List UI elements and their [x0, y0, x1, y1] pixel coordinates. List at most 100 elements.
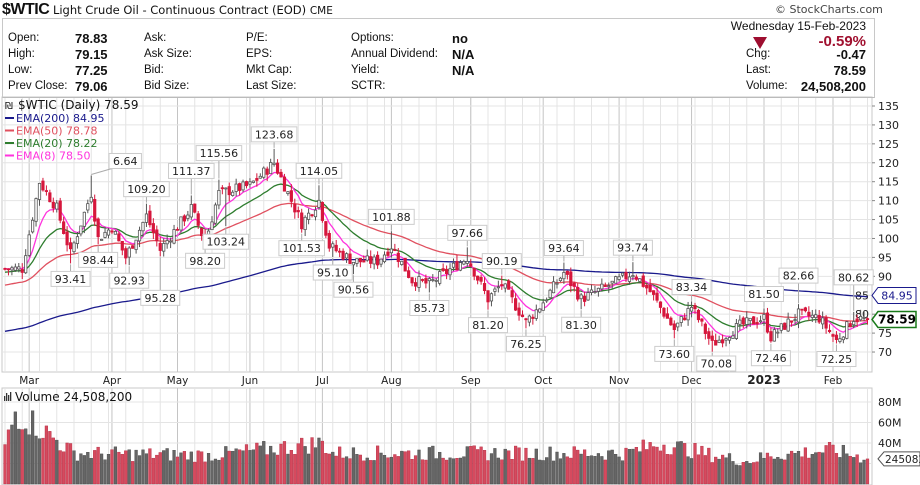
candle-body [617, 276, 621, 280]
candle-body [131, 245, 135, 249]
volume-bar [237, 449, 242, 485]
annotation-box [654, 345, 695, 362]
candle-body [427, 278, 431, 282]
volume-icon [4, 392, 12, 401]
y-tick-label: 115 [878, 176, 899, 189]
x-tick-label: Dec [681, 375, 702, 387]
volume-bar [765, 452, 770, 485]
candle-body [531, 316, 535, 319]
price-annotation: 98.20 [185, 246, 226, 269]
candle-body [144, 213, 149, 223]
candle-body [752, 316, 756, 325]
candle-body [127, 247, 131, 258]
candle-body [272, 162, 276, 165]
candle-body [783, 322, 787, 330]
candle-body [524, 318, 528, 321]
candle-body [275, 162, 280, 174]
candle-body [362, 260, 366, 263]
volume-bar [455, 457, 459, 485]
volume-bar [738, 465, 742, 485]
volume-bar [648, 442, 652, 485]
volume-bar [810, 454, 814, 485]
volume-bar [721, 454, 725, 485]
candle-body [551, 281, 556, 294]
candle-body [679, 316, 683, 323]
volume-bar [403, 451, 407, 485]
volume-bar [541, 460, 545, 485]
candle-body [458, 262, 463, 271]
volume-bar [465, 446, 469, 485]
annotation-box [816, 351, 857, 368]
candle-body [700, 318, 704, 322]
volume-bar [620, 460, 625, 485]
volume-bar [141, 449, 145, 485]
volume-bar [134, 449, 138, 485]
candle-body [255, 178, 259, 181]
price-annotation: 93.41 [50, 264, 91, 287]
annotation-box [50, 270, 91, 287]
volume-bars [3, 410, 870, 485]
candle-body [758, 320, 763, 323]
candle-body [596, 287, 601, 292]
candle-body [434, 279, 438, 282]
x-tick-label: Jun [241, 375, 258, 387]
y-tick-label: 130 [878, 119, 899, 132]
volume-bar [555, 451, 559, 485]
candle-body [444, 268, 449, 275]
candle-body [17, 266, 21, 270]
volume-bar [24, 428, 28, 485]
volume-bar [231, 450, 235, 485]
volume-bar [148, 448, 152, 485]
stockcharts-copyright[interactable]: © StockCharts.com [775, 3, 883, 16]
volume-bar [714, 456, 718, 485]
volume-bar [586, 456, 590, 485]
annotation-pointer [91, 168, 113, 175]
field-value: N/A [452, 47, 475, 62]
volume-bar [507, 450, 511, 485]
volume-bar [807, 457, 811, 485]
volume-bar [689, 458, 694, 485]
volume-bar [427, 447, 431, 485]
candle-body [734, 323, 739, 339]
price-annotation: 115.56 [195, 145, 243, 179]
volume-bar [365, 457, 369, 485]
candle-body [403, 257, 407, 272]
annotation-box [108, 152, 142, 169]
candle-body [358, 257, 362, 263]
volume-bar [224, 446, 228, 485]
volume-bar [210, 460, 214, 485]
candle-body [407, 270, 411, 278]
volume-bar [182, 451, 186, 485]
field-label: Bid: [144, 64, 164, 76]
candle-body [683, 317, 687, 321]
x-tick-label: 2023 [747, 373, 780, 387]
legend-ema50: EMA(50) 78.78 [16, 125, 98, 138]
volume-bar [441, 457, 445, 485]
candle-body [555, 282, 559, 285]
candle-body [545, 299, 549, 302]
candle-body [172, 229, 176, 244]
price-annotation: 72.46 [750, 343, 791, 367]
candle-body [500, 284, 504, 286]
annotation-label: 93.74 [617, 242, 649, 255]
volume-bar [213, 458, 218, 485]
volume-bar [562, 453, 566, 485]
volume-bar [431, 445, 435, 485]
candle-body [807, 311, 811, 317]
y-tick-label: 105 [878, 214, 899, 227]
annotation-label: 101.53 [282, 242, 321, 255]
field-label: Yield: [351, 64, 380, 76]
volume-bar [13, 411, 17, 485]
candle-body [586, 292, 590, 301]
volume-bar [817, 451, 821, 485]
volume-bar [127, 449, 131, 485]
candle-body [696, 309, 701, 321]
candle-body [334, 244, 338, 252]
volume-bar [476, 449, 480, 485]
x-tick-label: Aug [381, 375, 402, 387]
candle-body [331, 243, 335, 248]
annotation-box [778, 267, 819, 284]
volume-bar [193, 461, 197, 485]
annotation-label: 81.30 [565, 319, 597, 332]
candle-body [96, 218, 100, 238]
